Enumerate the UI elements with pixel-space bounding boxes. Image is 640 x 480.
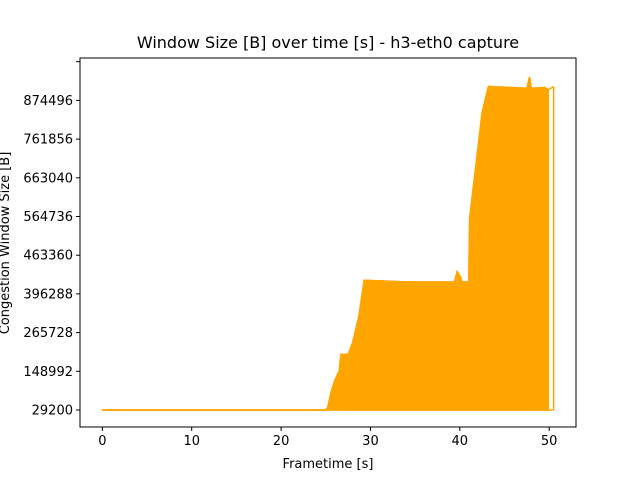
x-tick-label: 40 [452, 434, 469, 449]
series-area [101, 76, 550, 411]
y-axis: 29200 148992 265728 396288 463360 564736 66304… [23, 61, 80, 419]
axes-frame [79, 57, 577, 428]
y-tick-label: 564736 [23, 210, 73, 225]
y-tick-label: 396288 [23, 287, 73, 302]
y-tick-label: 663040 [23, 171, 73, 186]
data-layer [101, 76, 555, 411]
x-tick-label: 0 [98, 434, 106, 449]
x-tick-label: 50 [541, 434, 558, 449]
x-tick-label: 20 [273, 434, 290, 449]
y-tick-label: 148992 [23, 365, 73, 380]
x-axis-title: Frametime [s] [283, 457, 374, 472]
series-line [102, 77, 549, 411]
chart-title: Window Size [B] over time [s] - h3-eth0 … [137, 33, 519, 52]
x-tick-label: 30 [362, 434, 379, 449]
x-axis: 0 10 20 30 40 50 [98, 427, 557, 449]
y-tick-label: 463360 [23, 249, 73, 264]
x-tick-label: 10 [183, 434, 200, 449]
y-tick-label: 761856 [23, 133, 73, 148]
y-tick-label: 29200 [32, 404, 73, 419]
series-final-connector [547, 85, 555, 91]
y-tick-label: 265728 [23, 326, 73, 341]
y-tick-label: 874496 [23, 94, 73, 109]
y-axis-title: Congestion Window Size [B] [0, 152, 13, 335]
